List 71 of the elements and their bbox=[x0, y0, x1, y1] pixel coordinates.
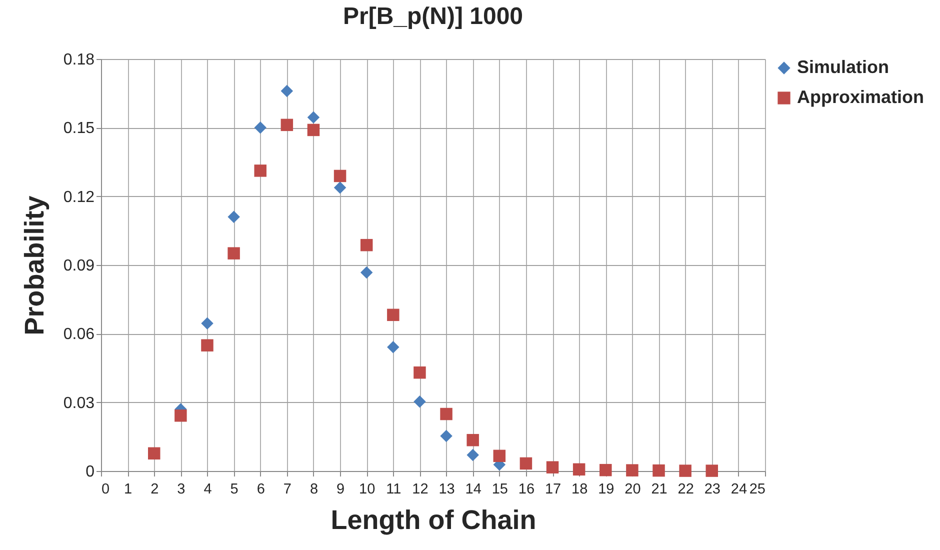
point bbox=[652, 464, 665, 477]
point bbox=[148, 447, 160, 460]
x-tick-label: 25 bbox=[749, 482, 766, 498]
x-tick-label: 1 bbox=[124, 482, 132, 498]
point bbox=[334, 170, 346, 182]
x-axis-title: Length of Chain bbox=[330, 505, 536, 535]
chart-title: Pr[B_p(N)] 1000 bbox=[342, 3, 524, 30]
point bbox=[440, 430, 452, 442]
point bbox=[228, 210, 240, 224]
y-tick-label: 0.06 bbox=[63, 326, 95, 344]
point bbox=[520, 457, 532, 470]
point bbox=[254, 122, 266, 134]
point bbox=[280, 84, 294, 98]
y-tick-label: 0 bbox=[86, 464, 95, 480]
point bbox=[201, 339, 214, 352]
point bbox=[387, 341, 400, 354]
point bbox=[466, 448, 479, 462]
x-tick-label: 8 bbox=[310, 482, 318, 498]
x-tick-label: 5 bbox=[230, 482, 238, 498]
y-tick-label: 0.15 bbox=[63, 120, 95, 138]
legend-label: Approximation bbox=[797, 87, 924, 107]
point bbox=[440, 408, 452, 420]
point bbox=[546, 461, 559, 474]
point bbox=[201, 317, 214, 330]
point bbox=[280, 118, 294, 132]
point bbox=[307, 111, 320, 124]
x-tick-label: 20 bbox=[624, 482, 641, 498]
x-tick-label: 3 bbox=[177, 482, 186, 498]
x-tick-label: 22 bbox=[678, 482, 694, 498]
point bbox=[466, 434, 479, 446]
point bbox=[706, 464, 718, 477]
x-tick-label: 7 bbox=[283, 482, 292, 498]
point bbox=[572, 463, 586, 476]
point bbox=[626, 464, 638, 476]
x-tick-label: 13 bbox=[438, 482, 455, 498]
x-tick-label: 0 bbox=[102, 482, 110, 498]
x-tick-label: 15 bbox=[492, 482, 508, 498]
point bbox=[360, 238, 373, 252]
point bbox=[174, 409, 187, 422]
x-tick-label: 12 bbox=[412, 482, 428, 498]
y-tick-label: 0.12 bbox=[63, 188, 95, 206]
y-axis-title: Probability bbox=[19, 196, 50, 336]
point bbox=[334, 182, 346, 194]
y-tick-label: 0.18 bbox=[63, 52, 95, 68]
x-tick-label: 18 bbox=[572, 482, 588, 498]
legend-label: Simulation bbox=[797, 57, 890, 77]
point bbox=[493, 450, 506, 462]
x-tick-label: 14 bbox=[465, 482, 482, 498]
point bbox=[254, 164, 266, 177]
x-tick-label: 6 bbox=[256, 482, 265, 498]
x-tick-label: 21 bbox=[651, 482, 668, 498]
point bbox=[307, 124, 320, 136]
y-tick-label: 0.09 bbox=[63, 258, 95, 274]
x-tick-label: 24 bbox=[730, 482, 748, 498]
point bbox=[414, 396, 426, 408]
x-tick-label: 17 bbox=[544, 482, 562, 498]
point bbox=[600, 464, 612, 476]
x-tick-label: 4 bbox=[204, 482, 212, 498]
x-tick-label: 23 bbox=[704, 482, 720, 498]
point bbox=[228, 247, 240, 260]
point bbox=[679, 464, 692, 477]
x-tick-label: 19 bbox=[598, 482, 614, 498]
point bbox=[360, 266, 373, 279]
point bbox=[414, 366, 426, 379]
x-tick-label: 10 bbox=[359, 482, 376, 498]
x-tick-label: 9 bbox=[336, 482, 345, 498]
point bbox=[387, 308, 400, 322]
y-tick-label: 0.03 bbox=[63, 394, 95, 412]
x-tick-label: 2 bbox=[150, 482, 159, 498]
x-tick-label: 16 bbox=[518, 482, 535, 498]
x-tick-label: 11 bbox=[386, 482, 402, 498]
